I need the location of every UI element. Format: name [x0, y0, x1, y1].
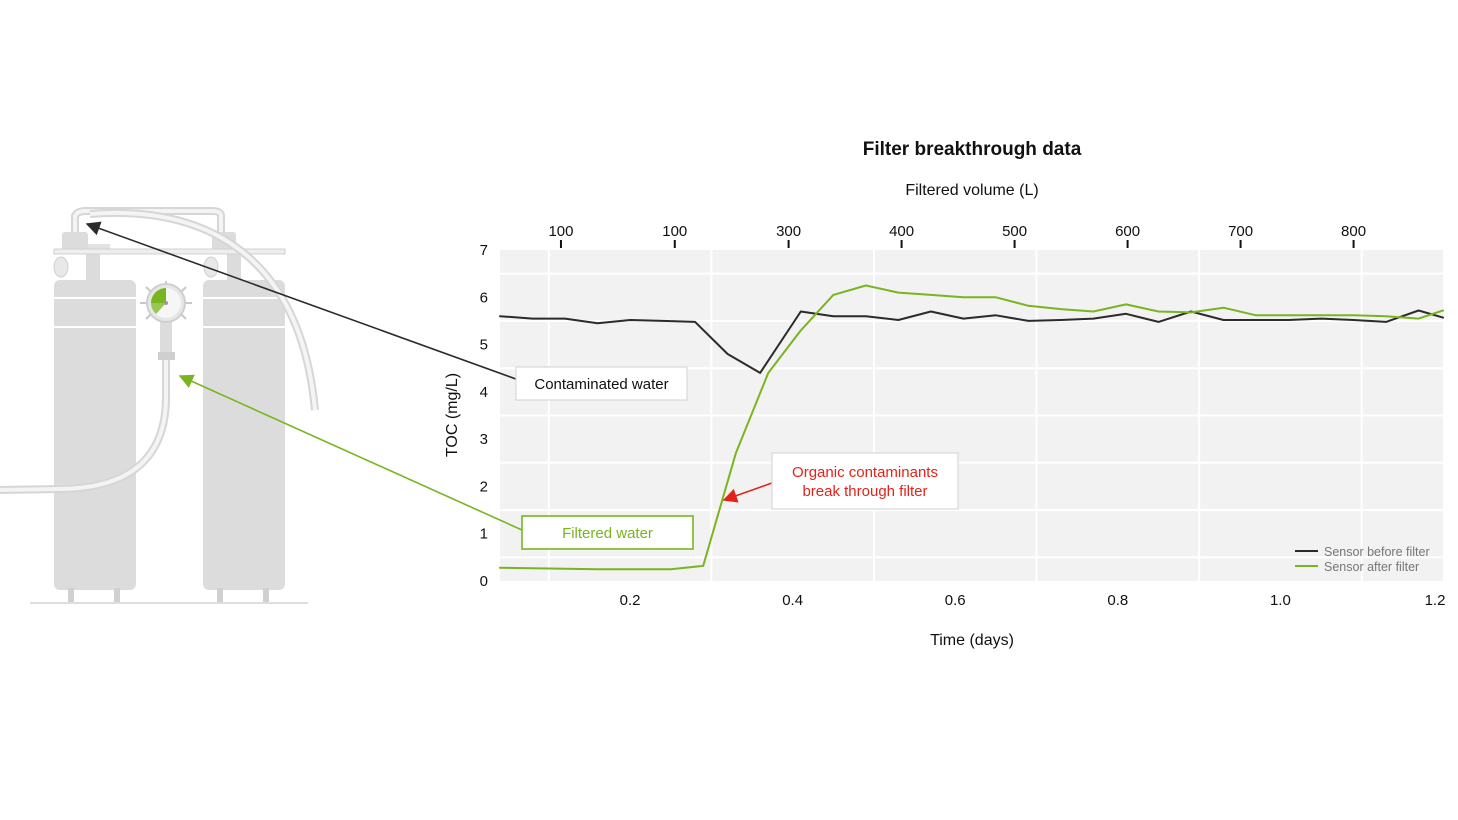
- x-axis-label: Time (days): [930, 632, 1014, 649]
- pressure-gauge-icon: [140, 281, 192, 360]
- top-axis-tick-label: 700: [1228, 223, 1253, 240]
- chart-title: Filter breakthrough data: [863, 139, 1082, 160]
- y-tick-label: 7: [480, 242, 488, 259]
- y-tick-label: 1: [480, 526, 488, 543]
- y-tick-label: 0: [480, 573, 488, 590]
- x-tick-label: 0.8: [1107, 592, 1128, 609]
- breakthrough-arrow: [722, 482, 773, 503]
- legend-label-after: Sensor after filter: [1324, 560, 1419, 574]
- annotation-breakthrough-line-2: break through filter: [802, 483, 927, 500]
- top-axis-tick-label: 400: [889, 223, 914, 240]
- top-axis-tick-label: 500: [1002, 223, 1027, 240]
- x-tick-label: 1.0: [1270, 592, 1291, 609]
- annotation-filtered-water: Filtered water: [521, 515, 694, 550]
- y-tick-label: 3: [480, 431, 488, 448]
- x-tick-label: 1.2: [1425, 592, 1446, 609]
- top-axis-tick-label: 100: [548, 223, 573, 240]
- annotation-contaminated-water-text: Contaminated water: [534, 376, 668, 393]
- top-axis-tick-label: 100: [662, 223, 687, 240]
- annotation-contaminated-water: Contaminated water: [515, 366, 688, 401]
- y-tick-label: 5: [480, 337, 488, 354]
- y-tick-label: 4: [480, 384, 488, 401]
- top-axis-tick-label: 600: [1115, 223, 1140, 240]
- x-tick-label: 0.4: [782, 592, 803, 609]
- legend-label-before: Sensor before filter: [1324, 545, 1430, 559]
- x-tick-label: 0.2: [620, 592, 641, 609]
- annotation-filtered-water-text: Filtered water: [562, 525, 653, 542]
- y-tick-label: 2: [480, 478, 488, 495]
- contaminated-water-arrow: [85, 221, 517, 380]
- top-axis-label: Filtered volume (L): [905, 182, 1038, 199]
- filter-system-illustration: [0, 207, 319, 604]
- series-line-sensor-before-filter: [499, 309, 1444, 374]
- y-tick-label: 6: [480, 289, 488, 306]
- legend: Sensor before filter Sensor after filter: [1295, 545, 1430, 574]
- top-axis-tick-label: 300: [776, 223, 801, 240]
- x-tick-label: 0.6: [945, 592, 966, 609]
- top-axis-tick-label: 800: [1341, 223, 1366, 240]
- filtered-water-arrow: [178, 374, 523, 531]
- y-axis-label: TOC (mg/L): [444, 373, 461, 457]
- series-line-sensor-after-filter: [499, 284, 1444, 571]
- annotation-breakthrough-line-1: Organic contaminants: [792, 464, 938, 481]
- annotation-breakthrough: Organic contaminants break through filte…: [771, 452, 959, 510]
